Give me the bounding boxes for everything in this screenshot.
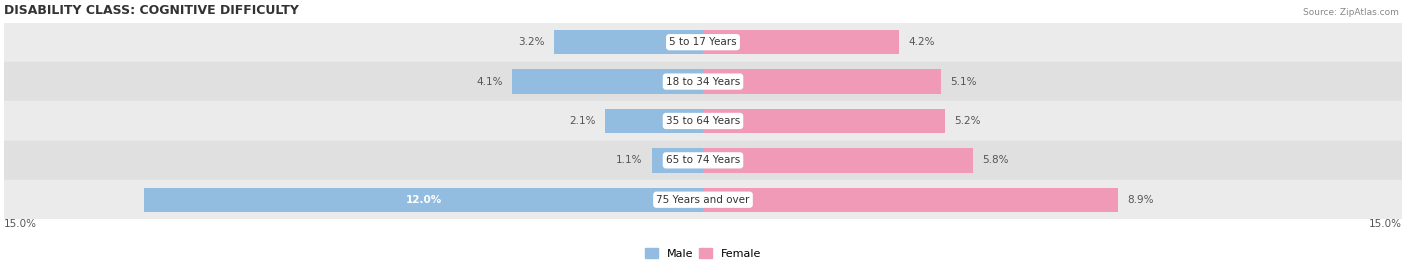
Bar <box>4 141 1402 180</box>
Text: 5.8%: 5.8% <box>983 155 1010 165</box>
Bar <box>4 101 1402 141</box>
Text: 75 Years and over: 75 Years and over <box>657 195 749 205</box>
Bar <box>4 180 1402 220</box>
Text: DISABILITY CLASS: COGNITIVE DIFFICULTY: DISABILITY CLASS: COGNITIVE DIFFICULTY <box>4 4 299 17</box>
Bar <box>652 148 703 173</box>
Text: 5.2%: 5.2% <box>955 116 981 126</box>
Text: Source: ZipAtlas.com: Source: ZipAtlas.com <box>1303 8 1399 17</box>
Text: 5 to 17 Years: 5 to 17 Years <box>669 37 737 47</box>
Text: 1.1%: 1.1% <box>616 155 643 165</box>
Text: 8.9%: 8.9% <box>1128 195 1153 205</box>
Bar <box>4 22 1402 62</box>
Text: 2.1%: 2.1% <box>569 116 596 126</box>
Text: 35 to 64 Years: 35 to 64 Years <box>666 116 740 126</box>
Text: 4.2%: 4.2% <box>908 37 935 47</box>
Bar <box>703 109 945 133</box>
Bar <box>703 30 898 54</box>
Text: 65 to 74 Years: 65 to 74 Years <box>666 155 740 165</box>
Text: 5.1%: 5.1% <box>950 77 976 87</box>
Bar <box>703 69 941 94</box>
Bar <box>703 148 973 173</box>
Bar <box>512 69 703 94</box>
Bar <box>703 187 1118 212</box>
Text: 4.1%: 4.1% <box>477 77 503 87</box>
Text: 3.2%: 3.2% <box>517 37 544 47</box>
Text: 15.0%: 15.0% <box>4 220 37 230</box>
Text: 12.0%: 12.0% <box>405 195 441 205</box>
Bar <box>143 187 703 212</box>
Bar <box>4 62 1402 101</box>
Bar <box>554 30 703 54</box>
Bar <box>605 109 703 133</box>
Legend: Male, Female: Male, Female <box>640 244 766 263</box>
Text: 18 to 34 Years: 18 to 34 Years <box>666 77 740 87</box>
Text: 15.0%: 15.0% <box>1369 220 1402 230</box>
